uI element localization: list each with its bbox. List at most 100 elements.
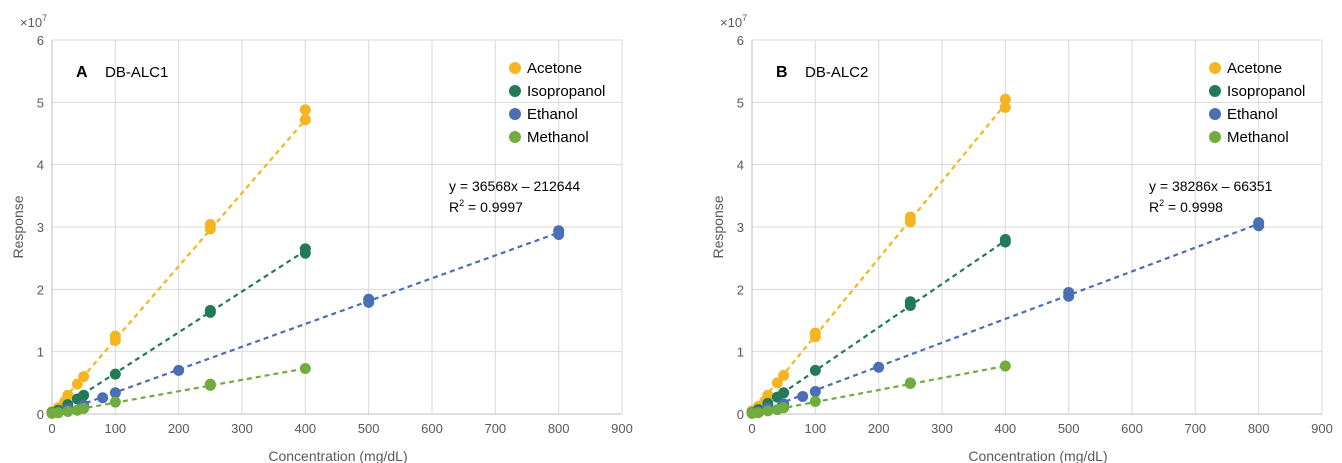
y-tick-label: 0 <box>737 407 744 422</box>
r2-prefix: R <box>1149 199 1159 215</box>
r2-value: = 0.9998 <box>1164 199 1223 215</box>
x-tick-label: 200 <box>168 421 190 436</box>
legend-marker-acetone <box>509 62 521 74</box>
y-axis-multiplier-b: ×107 <box>720 13 747 30</box>
x-axis-title-a: Concentration (mg/dL) <box>268 448 407 463</box>
x-tick-label: 400 <box>294 421 316 436</box>
trendline-acetone <box>51 119 307 414</box>
data-point-acetone <box>999 93 1011 105</box>
legend-label-isopropanol: Isopropanol <box>527 83 605 100</box>
x-axis-title-b: Concentration (mg/dL) <box>968 448 1107 463</box>
data-point-acetone <box>78 371 90 383</box>
data-point-ethanol <box>109 387 121 399</box>
multiplier-exponent: 7 <box>42 13 47 23</box>
fit-lines-a <box>51 119 560 417</box>
y-tick-label: 2 <box>37 282 44 297</box>
multiplier-base: ×10 <box>20 15 42 30</box>
data-point-isopropanol <box>904 296 916 308</box>
x-tick-label: 500 <box>1058 421 1080 436</box>
data-point-methanol <box>809 396 821 408</box>
x-tick-label: 600 <box>1121 421 1143 436</box>
chart-panel-a: 0 100 200 300 400 500 600 700 800 900 0 1 2 3 4 5 6 ×10… <box>10 13 633 463</box>
data-point-methanol <box>999 360 1011 372</box>
legend-marker-ethanol <box>509 108 521 120</box>
data-point-methanol <box>762 405 774 417</box>
data-point-ethanol <box>873 361 885 373</box>
data-point-methanol <box>778 402 790 414</box>
y-tick-label: 5 <box>37 95 44 110</box>
trendline-methanol <box>51 367 306 416</box>
data-point-ethanol <box>173 364 185 376</box>
y-tick-label: 4 <box>737 158 744 173</box>
data-point-acetone <box>299 104 311 116</box>
panel-letter-b: B <box>776 64 788 81</box>
x-axis-b: 0 100 200 300 400 500 600 700 800 900 <box>748 413 1333 436</box>
x-tick-label: 100 <box>104 421 126 436</box>
data-point-methanol <box>904 377 916 389</box>
data-points-a <box>46 104 565 419</box>
y-axis-a: 0 1 2 3 4 5 6 <box>37 33 53 422</box>
legend-label-ethanol: Ethanol <box>1227 106 1278 123</box>
legend-label-methanol: Methanol <box>527 129 589 146</box>
multiplier-base: ×10 <box>720 15 742 30</box>
y-tick-label: 3 <box>737 220 744 235</box>
data-point-acetone <box>71 378 83 390</box>
data-point-acetone <box>62 389 74 401</box>
legend-b: Acetone Isopropanol Ethanol Methanol <box>1209 60 1305 146</box>
x-tick-label: 100 <box>804 421 826 436</box>
regression-equation-a: y = 36568x – 212644 <box>449 178 580 194</box>
x-tick-label: 300 <box>931 421 953 436</box>
legend-label-isopropanol: Isopropanol <box>1227 83 1305 100</box>
data-point-acetone <box>809 327 821 339</box>
y-tick-label: 6 <box>37 33 44 48</box>
data-point-ethanol <box>97 392 109 404</box>
data-point-ethanol <box>1253 217 1265 229</box>
data-point-isopropanol <box>204 305 216 317</box>
r-squared-a: R2 = 0.9997 <box>449 198 523 215</box>
multiplier-exponent: 7 <box>742 13 747 23</box>
x-tick-label: 300 <box>231 421 253 436</box>
regression-equation-b: y = 38286x – 66351 <box>1149 178 1273 194</box>
panel-title-a: DB-ALC1 <box>105 64 168 81</box>
x-tick-label: 900 <box>611 421 633 436</box>
y-tick-label: 1 <box>37 345 44 360</box>
data-point-methanol <box>109 396 121 408</box>
x-tick-label: 800 <box>1248 421 1270 436</box>
data-point-isopropanol <box>809 364 821 376</box>
y-axis-multiplier-a: ×107 <box>20 13 47 30</box>
chart-panel-b: 0 100 200 300 400 500 600 700 800 900 0 1 2 3 4 5 6 ×10… <box>710 13 1333 463</box>
legend-label-acetone: Acetone <box>527 60 582 77</box>
data-points-b <box>746 93 1265 419</box>
y-tick-label: 3 <box>37 220 44 235</box>
data-point-methanol <box>752 407 764 419</box>
r2-exponent: 2 <box>459 198 464 208</box>
r2-exponent: 2 <box>1159 198 1164 208</box>
r2-value: = 0.9997 <box>464 199 523 215</box>
data-point-ethanol <box>553 225 565 237</box>
data-point-acetone <box>771 377 783 389</box>
y-tick-label: 6 <box>737 33 744 48</box>
gridlines-b <box>752 39 1323 414</box>
x-tick-label: 700 <box>1184 421 1206 436</box>
data-point-acetone <box>204 219 216 231</box>
legend-marker-isopropanol <box>509 85 521 97</box>
legend-marker-acetone <box>1209 62 1221 74</box>
legend-marker-methanol <box>1209 131 1221 143</box>
data-point-methanol <box>204 378 216 390</box>
data-point-ethanol <box>809 386 821 398</box>
x-tick-label: 500 <box>358 421 380 436</box>
y-tick-label: 2 <box>737 282 744 297</box>
legend-label-methanol: Methanol <box>1227 129 1289 146</box>
y-axis-title-b: Response <box>710 195 726 258</box>
fit-lines-b <box>751 103 1260 416</box>
x-tick-label: 700 <box>484 421 506 436</box>
trendline-methanol <box>751 364 1006 416</box>
x-tick-label: 600 <box>421 421 443 436</box>
data-point-isopropanol <box>78 389 90 401</box>
x-tick-label: 400 <box>994 421 1016 436</box>
data-point-methanol <box>62 406 74 418</box>
r-squared-b: R2 = 0.9998 <box>1149 198 1223 215</box>
legend-label-acetone: Acetone <box>1227 60 1282 77</box>
panel-title-b: DB-ALC2 <box>805 64 868 81</box>
